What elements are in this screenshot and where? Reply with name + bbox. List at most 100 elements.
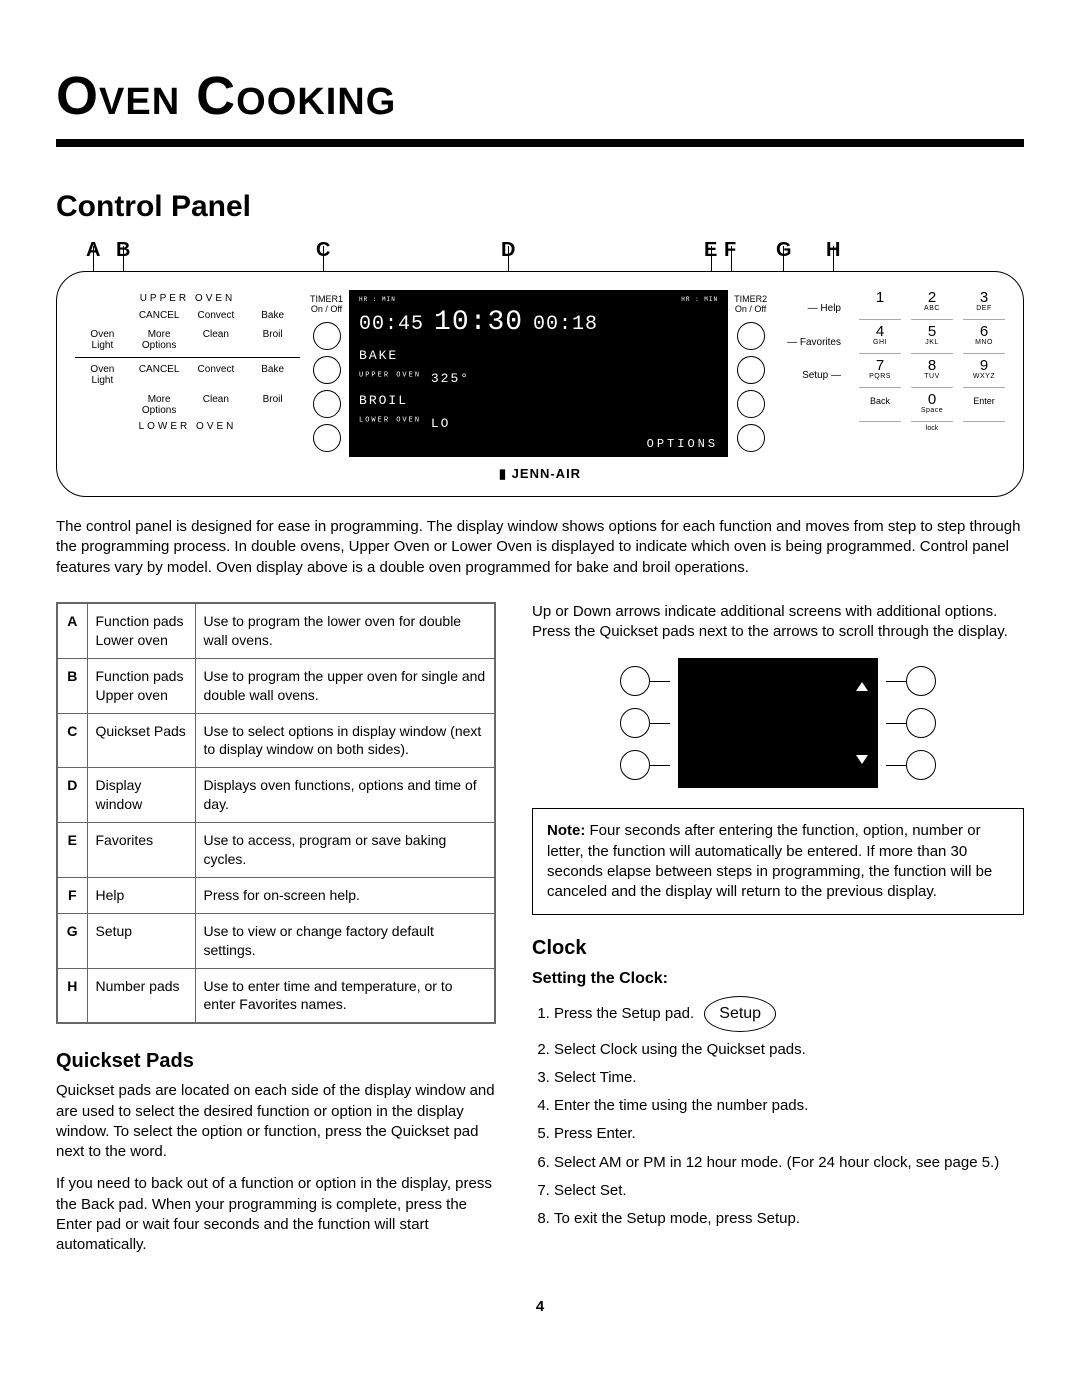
timer1-area: TIMER1On / Off — [310, 295, 343, 453]
quickset-pad[interactable] — [313, 322, 341, 350]
function-pad[interactable]: CANCEL — [132, 362, 187, 388]
number-keypad: 1 2ABC 3DEF 4GHI 5JKL 6MNO 7PQRS 8TUV 9WXYZ Back 0… — [859, 290, 1005, 422]
keypad-key[interactable]: 8TUV — [911, 358, 953, 388]
timer1-label: TIMER1 — [310, 294, 343, 304]
function-pad[interactable]: Clean — [189, 392, 244, 418]
title-rule — [56, 139, 1024, 147]
page-number: 4 — [56, 1297, 1024, 1317]
clock-subheading: Setting the Clock: — [532, 968, 668, 990]
arrows-paragraph: Up or Down arrows indicate additional sc… — [532, 602, 1024, 643]
function-pad[interactable]: Clean — [189, 327, 244, 353]
function-pad[interactable]: Bake — [245, 308, 300, 323]
help-link[interactable]: Help — [820, 303, 841, 314]
keypad-key[interactable]: 5JKL — [911, 324, 953, 354]
table-row: GSetupUse to view or change factory defa… — [57, 913, 495, 968]
hrmin-left: HR : MIN — [359, 296, 396, 304]
label-e: E — [704, 237, 717, 264]
upper-row-2: OvenLightMoreOptionsCleanBroil — [75, 327, 300, 353]
timer2-label: TIMER2 — [734, 294, 767, 304]
intro-paragraph: The control panel is designed for ease i… — [56, 517, 1024, 578]
timer1-sub: On / Off — [311, 304, 342, 314]
brand-logo: ▮ JENN-AIR — [75, 465, 1005, 483]
upper-oven-tiny: UPPER OVEN — [359, 372, 421, 380]
keypad-key[interactable]: 9WXYZ — [963, 358, 1005, 388]
function-pad[interactable]: MoreOptions — [132, 392, 187, 418]
quickset-heading: Quickset Pads — [56, 1048, 496, 1075]
quickset-pad[interactable] — [906, 708, 936, 738]
quickset-pad[interactable] — [906, 750, 936, 780]
function-pad[interactable]: CANCEL — [132, 308, 187, 323]
broil-line: BROIL — [359, 392, 718, 410]
clock-value: 10:30 — [434, 304, 523, 342]
note-box: Note: Four seconds after entering the fu… — [532, 808, 1024, 915]
timer2-area: TIMER2On / Off — [734, 295, 767, 453]
keypad-key[interactable]: 2ABC — [911, 290, 953, 320]
function-pad[interactable]: OvenLight — [75, 327, 130, 353]
down-arrow-icon — [856, 755, 868, 764]
bake-line: BAKE — [359, 347, 718, 365]
clock-step: Select AM or PM in 12 hour mode. (For 24… — [554, 1153, 1024, 1173]
clock-step: Select Time. — [554, 1068, 1024, 1088]
keypad-key[interactable]: Enter — [963, 392, 1005, 422]
quickset-p2: If you need to back out of a function or… — [56, 1174, 496, 1255]
lock-label: lock — [859, 424, 1005, 433]
keypad-key[interactable]: Back — [859, 392, 901, 422]
label-f: F — [724, 237, 736, 264]
display-area: TIMER1On / Off HR : MIN HR : MIN 00:45 1… — [310, 290, 767, 456]
keypad-key[interactable]: 3DEF — [963, 290, 1005, 320]
keypad-key[interactable]: 0Space — [911, 392, 953, 422]
label-a: A — [86, 237, 100, 264]
clock-step: Press Enter. — [554, 1124, 1024, 1144]
quickset-pad[interactable] — [737, 356, 765, 384]
lower-oven-tiny: LOWER OVEN — [359, 417, 421, 425]
table-row: HNumber padsUse to enter time and temper… — [57, 968, 495, 1023]
keypad-key[interactable]: 4GHI — [859, 324, 901, 354]
label-g: G — [776, 237, 792, 264]
lower-row-2: MoreOptionsCleanBroil — [75, 392, 300, 418]
hrmin-right: HR : MIN — [681, 296, 718, 304]
function-pad[interactable]: MoreOptions — [132, 327, 187, 353]
upper-row-1: CANCELConvectBake — [75, 308, 300, 323]
clock-step: To exit the Setup mode, press Setup. — [554, 1209, 1024, 1229]
quickset-pad[interactable] — [313, 424, 341, 452]
table-row: CQuickset PadsUse to select options in d… — [57, 713, 495, 768]
clock-step: Press the Setup pad. Setup — [554, 996, 1024, 1032]
quickset-pad[interactable] — [737, 424, 765, 452]
keypad-key[interactable]: 1 — [859, 290, 901, 320]
quickset-pad[interactable] — [313, 390, 341, 418]
function-pads-area: UPPER OVEN CANCELConvectBake OvenLightMo… — [75, 290, 300, 456]
keypad-key[interactable]: 7PQRS — [859, 358, 901, 388]
function-pad[interactable]: Bake — [245, 362, 300, 388]
quickset-pad[interactable] — [620, 750, 650, 780]
function-pad[interactable]: Convect — [189, 362, 244, 388]
label-c: C — [316, 237, 330, 264]
table-row: FHelpPress for on-screen help. — [57, 877, 495, 913]
control-panel-diagram: UPPER OVEN CANCELConvectBake OvenLightMo… — [56, 271, 1024, 497]
setup-link[interactable]: Setup — [802, 370, 828, 381]
section-heading: Control Panel — [56, 187, 1024, 228]
function-pad[interactable]: OvenLight — [75, 362, 130, 388]
quickset-pad[interactable] — [737, 322, 765, 350]
function-pad[interactable]: Broil — [245, 392, 300, 418]
function-pad[interactable]: Broil — [245, 327, 300, 353]
table-row: AFunction pads Lower ovenUse to program … — [57, 603, 495, 658]
favorites-link[interactable]: Favorites — [800, 337, 841, 348]
quickset-pad[interactable] — [906, 666, 936, 696]
note-text: Four seconds after entering the function… — [547, 822, 992, 900]
timer2-value: 00:18 — [533, 311, 598, 338]
note-label: Note: — [547, 822, 585, 839]
label-b: B — [116, 237, 130, 264]
lower-oven-label: LOWER OVEN — [75, 420, 300, 434]
display-window: HR : MIN HR : MIN 00:45 10:30 00:18 BAKE… — [349, 290, 728, 456]
table-row: EFavoritesUse to access, program or save… — [57, 823, 495, 878]
quickset-p1: Quickset pads are located on each side o… — [56, 1081, 496, 1162]
function-pad[interactable]: Convect — [189, 308, 244, 323]
upper-oven-label: UPPER OVEN — [75, 292, 300, 306]
keypad-key[interactable]: 6MNO — [963, 324, 1005, 354]
quickset-pad[interactable] — [620, 666, 650, 696]
quickset-pad[interactable] — [737, 390, 765, 418]
quickset-pad[interactable] — [313, 356, 341, 384]
lower-setting: LO — [431, 416, 451, 431]
clock-step: Select Clock using the Quickset pads. — [554, 1040, 1024, 1060]
quickset-pad[interactable] — [620, 708, 650, 738]
